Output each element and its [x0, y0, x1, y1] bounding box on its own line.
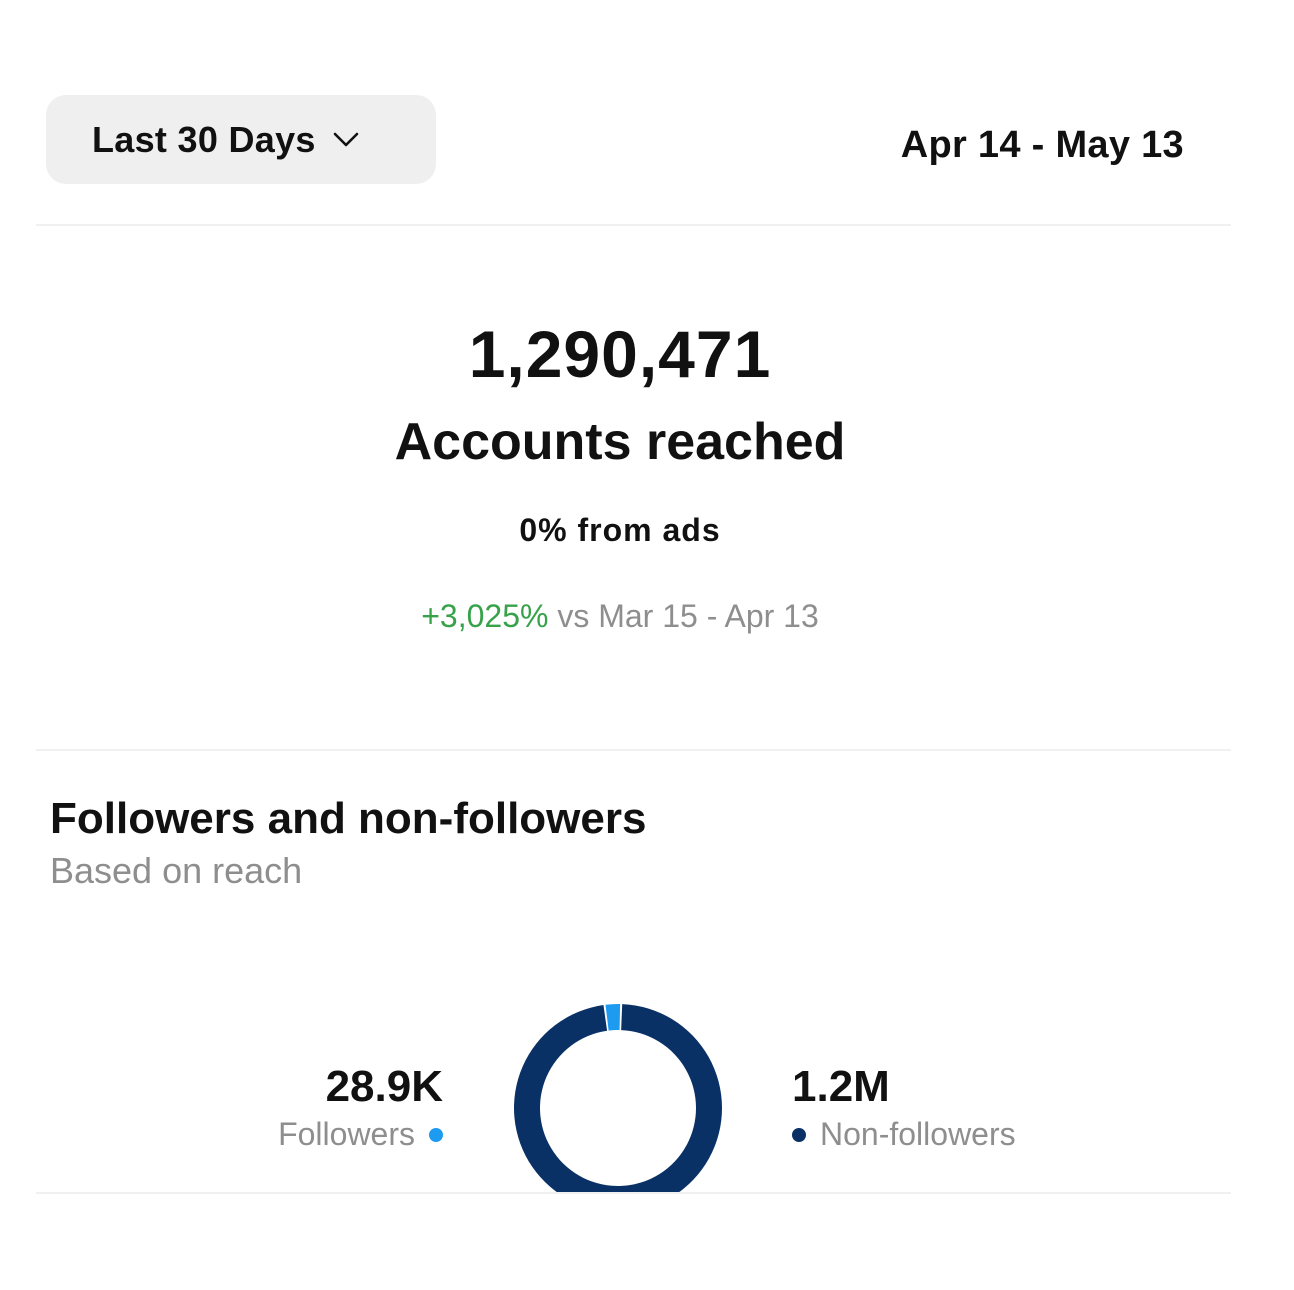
range-selector-label: Last 30 Days: [92, 118, 316, 160]
header-divider: [36, 224, 1231, 226]
section-divider: [36, 749, 1231, 751]
followers-label: Followers: [278, 1116, 415, 1153]
accounts-reached-value: 1,290,471: [468, 317, 772, 391]
chevron-down-icon: [333, 132, 359, 146]
followers-legend: Followers: [278, 1116, 443, 1153]
date-range-selector[interactable]: Last 30 Days: [46, 95, 436, 184]
non-followers-dot-icon: [792, 1127, 806, 1142]
non-followers-legend: Non-followers: [792, 1116, 1016, 1153]
non-followers-value: 1.2M: [792, 1062, 890, 1111]
followers-section-title: Followers and non-followers: [50, 794, 647, 843]
accounts-reached-label: Accounts reached: [394, 413, 846, 471]
from-ads-text: 0% from ads: [519, 512, 721, 548]
change-percent: +3,025%: [421, 598, 549, 634]
comparison-line: +3,025% vs Mar 15 - Apr 13: [0, 598, 1240, 635]
donut-slice-non-followers: [514, 1004, 722, 1192]
comparison-period: vs Mar 15 - Apr 13: [557, 598, 819, 634]
followers-stat: 28.9K Followers: [278, 1062, 443, 1153]
followers-dot-icon: [429, 1127, 443, 1142]
followers-section-subtitle: Based on reach: [50, 850, 303, 891]
non-followers-stat: 1.2M Non-followers: [792, 1062, 1016, 1153]
donut-svg: [514, 1004, 722, 1192]
donut-slice-followers: [605, 1004, 621, 1031]
followers-donut-chart: [508, 998, 728, 1192]
followers-value: 28.9K: [325, 1062, 443, 1111]
non-followers-label: Non-followers: [820, 1116, 1016, 1153]
date-range-text: Apr 14 - May 13: [900, 124, 1184, 166]
bottom-divider: [36, 1192, 1231, 1194]
